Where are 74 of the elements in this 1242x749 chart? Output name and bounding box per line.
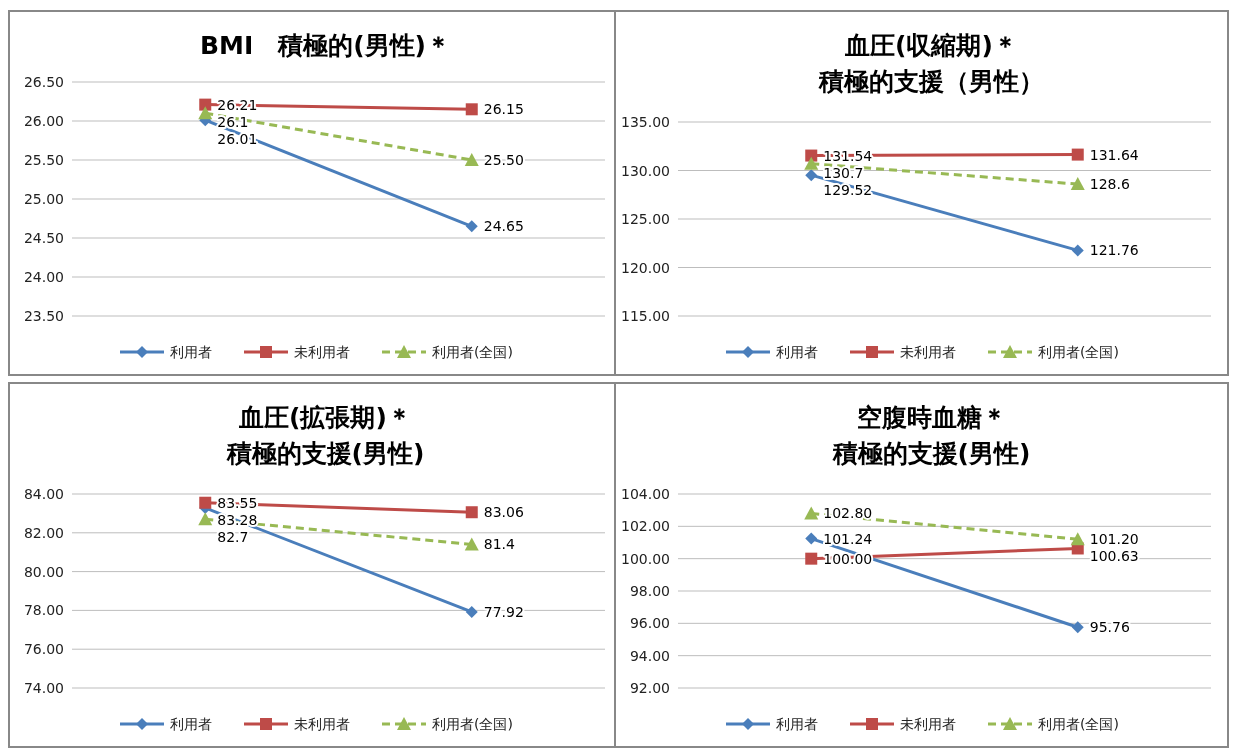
chart-title: 血圧(収縮期)＊ bbox=[844, 31, 1018, 60]
legend-label: 利用者 bbox=[170, 716, 212, 732]
y-tick-label: 80.00 bbox=[23, 563, 64, 580]
chart-subtitle: 積極的支援(男性) bbox=[831, 439, 1031, 468]
point bbox=[465, 506, 478, 519]
legend-label: 利用者 bbox=[170, 344, 212, 360]
legend-label: 利用者(全国) bbox=[1038, 344, 1119, 360]
point bbox=[1071, 621, 1084, 634]
data-label: 24.65 bbox=[483, 218, 524, 235]
data-label: 95.76 bbox=[1089, 619, 1130, 636]
y-tick-label: 135.00 bbox=[621, 114, 670, 130]
data-label: 101.20 bbox=[1089, 531, 1139, 548]
y-tick-label: 94.00 bbox=[629, 647, 670, 664]
data-label: 131.64 bbox=[1089, 146, 1139, 163]
data-label: 81.4 bbox=[483, 536, 516, 553]
chart-title: BMI 積極的(男性)＊ bbox=[199, 31, 452, 60]
y-tick-label: 23.50 bbox=[23, 308, 64, 324]
data-label: 121.76 bbox=[1089, 242, 1139, 259]
y-tick-label: 96.00 bbox=[629, 615, 670, 632]
data-label: 26.15 bbox=[483, 101, 524, 118]
data-label: 82.7 bbox=[217, 528, 249, 545]
y-tick-label: 98.00 bbox=[629, 583, 670, 599]
point bbox=[805, 552, 818, 565]
y-tick-label: 92.00 bbox=[629, 680, 670, 696]
y-tick-label: 104.00 bbox=[621, 486, 670, 502]
point bbox=[465, 605, 478, 618]
y-tick-label: 130.00 bbox=[621, 162, 670, 179]
y-tick-label: 120.00 bbox=[621, 259, 670, 276]
y-tick-label: 115.00 bbox=[621, 308, 670, 324]
data-label: 128.6 bbox=[1089, 176, 1130, 193]
chart-subtitle: 積極的支援(男性) bbox=[225, 439, 425, 468]
point bbox=[805, 169, 818, 182]
legend-label: 利用者 bbox=[776, 344, 818, 360]
point bbox=[1071, 244, 1084, 257]
y-tick-label: 25.00 bbox=[23, 191, 64, 207]
data-label: 25.50 bbox=[483, 152, 524, 168]
data-label: 77.92 bbox=[483, 603, 524, 620]
point bbox=[199, 496, 212, 509]
point bbox=[465, 103, 478, 116]
y-tick-label: 26.00 bbox=[23, 113, 64, 129]
legend-label: 未利用者 bbox=[900, 716, 956, 732]
y-tick-label: 74.00 bbox=[23, 680, 64, 696]
legend-label: 利用者(全国) bbox=[1038, 716, 1119, 732]
legend-label: 未利用者 bbox=[294, 344, 350, 360]
data-label: 129.52 bbox=[823, 181, 873, 198]
legend-label: 未利用者 bbox=[900, 344, 956, 360]
data-label: 130.7 bbox=[823, 164, 864, 181]
legend-label: 利用者(全国) bbox=[432, 344, 513, 360]
y-tick-label: 25.50 bbox=[23, 152, 64, 168]
point bbox=[805, 532, 818, 545]
data-label: 83.06 bbox=[483, 504, 524, 521]
y-tick-label: 78.00 bbox=[23, 602, 64, 619]
legend-label: 未利用者 bbox=[294, 716, 350, 732]
y-tick-label: 76.00 bbox=[23, 641, 64, 658]
y-tick-label: 125.00 bbox=[621, 211, 670, 227]
chart-subtitle: 積極的支援（男性） bbox=[818, 67, 1044, 96]
y-tick-label: 82.00 bbox=[23, 524, 64, 541]
data-label: 26.1 bbox=[217, 113, 249, 130]
data-label: 101.24 bbox=[823, 530, 873, 547]
y-tick-label: 24.50 bbox=[23, 230, 64, 246]
legend-label: 利用者 bbox=[776, 716, 818, 732]
data-label: 26.01 bbox=[217, 130, 258, 147]
data-label: 100.63 bbox=[1089, 548, 1139, 565]
y-tick-label: 24.00 bbox=[23, 269, 64, 285]
chart-title: 血圧(拡張期)＊ bbox=[238, 403, 412, 432]
y-tick-label: 84.00 bbox=[23, 486, 64, 502]
point bbox=[1071, 148, 1084, 161]
chart-title: 空腹時血糖＊ bbox=[856, 403, 1007, 432]
y-tick-label: 100.00 bbox=[621, 550, 670, 567]
legend-label: 利用者(全国) bbox=[432, 716, 513, 732]
y-tick-label: 102.00 bbox=[621, 518, 670, 535]
data-label: 102.80 bbox=[823, 505, 873, 522]
y-tick-label: 26.50 bbox=[23, 74, 64, 90]
point bbox=[465, 220, 478, 233]
